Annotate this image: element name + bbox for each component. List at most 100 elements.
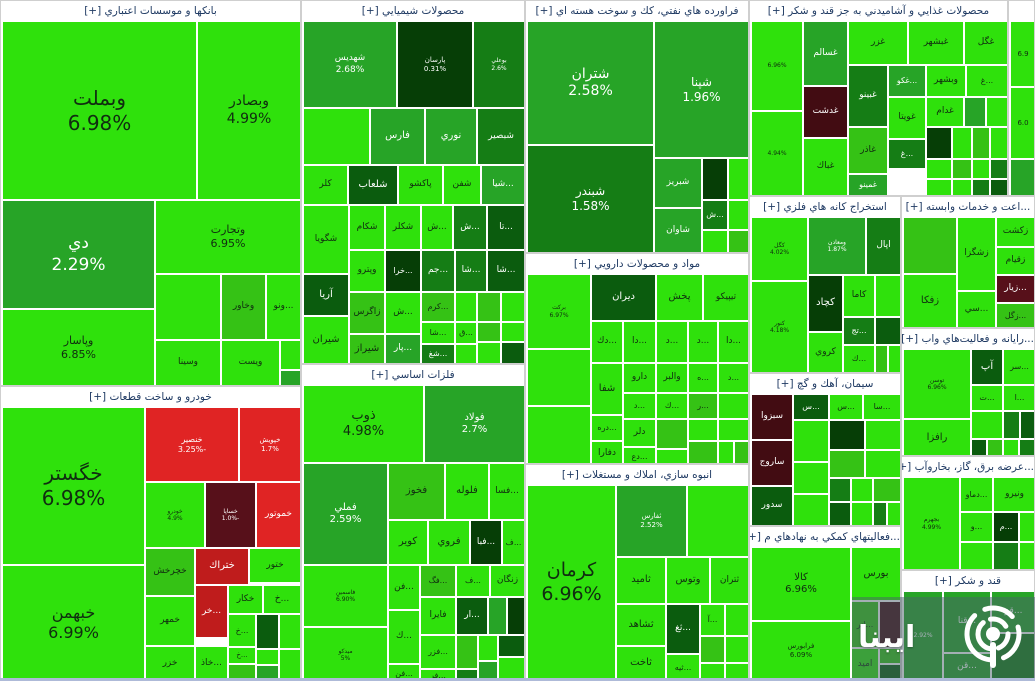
tile-block[interactable] <box>256 665 279 680</box>
tile-block[interactable] <box>498 657 524 680</box>
section-header-cement[interactable]: سيمان، آهك و گچ [+] <box>750 374 900 394</box>
tile-دي[interactable]: دي 2.29% <box>2 200 155 309</box>
tile-block[interactable] <box>987 439 1003 455</box>
tile-...خرا[interactable]: ...خرا <box>385 250 421 292</box>
tile-6.9[interactable]: 6.9 <box>1010 21 1034 87</box>
tile-غبينو[interactable]: غبينو <box>848 65 888 127</box>
tile-block[interactable] <box>851 478 873 502</box>
section-header-auto[interactable]: خودرو و ساخت قطعات [+] <box>1 387 300 407</box>
tile-block[interactable] <box>990 159 1007 179</box>
section-header-pharma[interactable]: مواد و محصولات دارويي [+] <box>526 254 748 274</box>
tile-...فزر[interactable]: ...فزر <box>420 635 456 669</box>
tile-block[interactable] <box>875 317 900 345</box>
tile-...ت[interactable]: ...ت <box>971 385 1003 411</box>
tile-...شا[interactable]: ...شا <box>455 250 487 292</box>
tile-دفارا[interactable]: دفارا <box>591 441 623 463</box>
tile-كوير[interactable]: كوير <box>388 520 428 565</box>
section-header-chemicals[interactable]: محصولات شيميايي [+] <box>302 1 524 21</box>
tile-غويتا[interactable]: غويتا <box>888 97 926 139</box>
tile-فملي[interactable]: فملي 2.59% <box>303 463 388 565</box>
tile-block[interactable] <box>280 370 300 385</box>
tile-...د[interactable]: ...د <box>718 363 748 393</box>
tile-ختور[interactable]: ختور <box>249 548 300 583</box>
tile-block[interactable] <box>728 230 748 252</box>
tile-آپ[interactable]: آپ <box>971 349 1003 385</box>
tile-وپاسار[interactable]: وپاسار 6.85% <box>2 309 155 385</box>
section-header-right-strip[interactable] <box>1009 1 1034 21</box>
tile-بركت[interactable]: بركت 6.97% <box>527 274 591 349</box>
section-header-food[interactable]: محصولات غذايي و آشاميدني به جز قند و شكر… <box>750 1 1007 21</box>
tile-block[interactable] <box>993 542 1019 569</box>
tile-block[interactable] <box>926 179 952 195</box>
tile-block[interactable] <box>851 502 873 525</box>
tile-ومعادن[interactable]: ومعادن 1.87% <box>808 217 866 275</box>
tile-4.94%[interactable]: 4.94% <box>751 111 803 195</box>
tile-block[interactable] <box>702 230 728 252</box>
tile-ثاميد[interactable]: ثاميد <box>616 557 666 604</box>
tile-كروي[interactable]: كروي <box>808 332 843 372</box>
tile-شفن[interactable]: شفن <box>443 165 481 205</box>
tile-فروي[interactable]: فروي <box>428 520 470 565</box>
tile-فلوله[interactable]: فلوله <box>445 463 489 520</box>
tile-...فسا[interactable]: ...فسا <box>489 463 524 520</box>
tile-block[interactable] <box>702 158 728 200</box>
tile-ثشاهد[interactable]: ثشاهد <box>616 604 666 646</box>
tile-...آ[interactable]: ...آ <box>700 604 725 636</box>
tile-...ثيه[interactable]: ...ثيه <box>666 654 700 680</box>
tile-block[interactable] <box>279 614 300 649</box>
tile-...فبا[interactable]: ...فبا <box>470 520 502 565</box>
tile-...د[interactable]: ...د <box>688 321 718 363</box>
tile-آريا[interactable]: آريا <box>303 274 349 316</box>
tile-block[interactable] <box>498 635 524 657</box>
tile-رافزا[interactable]: رافزا <box>903 419 971 455</box>
tile-خچرخش[interactable]: خچرخش <box>145 548 195 596</box>
tile-block[interactable] <box>873 478 900 502</box>
tile-...ش[interactable]: ...ش <box>702 200 728 230</box>
tile-...ونو[interactable]: ...ونو <box>266 274 300 340</box>
tile-كگل[interactable]: كگل 4.02% <box>751 217 808 281</box>
tile-خكار[interactable]: خكار <box>228 585 263 614</box>
tile-block[interactable] <box>725 604 748 636</box>
tile-...ار[interactable]: ...ار <box>456 597 488 635</box>
tile-...زيار[interactable]: ...زيار <box>996 275 1034 303</box>
section-header-sugar[interactable]: قند و شكر [+] <box>902 571 1034 591</box>
tile-خگستر[interactable]: خگستر 6.98% <box>2 407 145 565</box>
tile-زكشت[interactable]: زكشت <box>996 217 1034 247</box>
tile-غاذر[interactable]: غاذر <box>848 127 888 174</box>
tile-block[interactable] <box>903 217 957 274</box>
tile-ونيرو[interactable]: ونيرو <box>993 477 1034 512</box>
tile-...تج[interactable]: ...تج <box>843 317 875 345</box>
tile-وبصادر[interactable]: وبصادر 4.99% <box>197 21 300 200</box>
tile-غبشهر[interactable]: غبشهر <box>908 21 964 65</box>
tile-...دا[interactable]: ...دا <box>623 321 656 363</box>
tile-وتجارت[interactable]: وتجارت 6.95% <box>155 200 300 274</box>
tile-block[interactable] <box>455 292 477 322</box>
tile-block[interactable] <box>1019 439 1034 455</box>
tile-زنگان[interactable]: زنگان <box>490 565 524 597</box>
tile-كاما[interactable]: كاما <box>843 275 875 317</box>
tile-block[interactable] <box>986 97 1007 127</box>
tile-...ك[interactable]: ...ك <box>388 610 420 664</box>
tile-خودرو[interactable]: خودرو 4.9% <box>145 482 205 548</box>
tile-فاسمين[interactable]: فاسمين 6.90% <box>303 565 388 627</box>
tile-ثتران[interactable]: ثتران <box>710 557 748 604</box>
section-header-finaux[interactable]: ...فعاليتهاي كمكي به نهادهاي م [+] <box>750 527 900 547</box>
tile-وپترو[interactable]: وپترو <box>349 250 385 292</box>
tile-ذوب[interactable]: ذوب 4.98% <box>303 385 424 463</box>
tile-خنصير[interactable]: خنصير -3.25% <box>145 407 239 482</box>
tile-...خ[interactable]: ...خ <box>263 585 300 614</box>
tile-شبريز[interactable]: شبريز <box>654 158 702 208</box>
tile-block[interactable] <box>829 450 865 478</box>
tile-ختراك[interactable]: ختراك <box>195 548 249 585</box>
tile-block[interactable] <box>1010 159 1034 195</box>
tile-وبشهر[interactable]: وبشهر <box>926 65 966 97</box>
tile-block[interactable] <box>279 649 300 680</box>
tile-شبصير[interactable]: شبصير <box>477 108 524 165</box>
tile-...دع[interactable]: ...دع <box>623 447 656 463</box>
tile-block[interactable] <box>829 502 851 525</box>
tile-...س[interactable]: ...س <box>793 394 829 420</box>
tile-ثاخت[interactable]: ثاخت <box>616 646 666 680</box>
tile-...شا[interactable]: ...شا <box>487 250 524 292</box>
tile-...دا[interactable]: ...دا <box>718 321 748 363</box>
tile-خساپا[interactable]: خساپا -1.0% <box>205 482 256 548</box>
